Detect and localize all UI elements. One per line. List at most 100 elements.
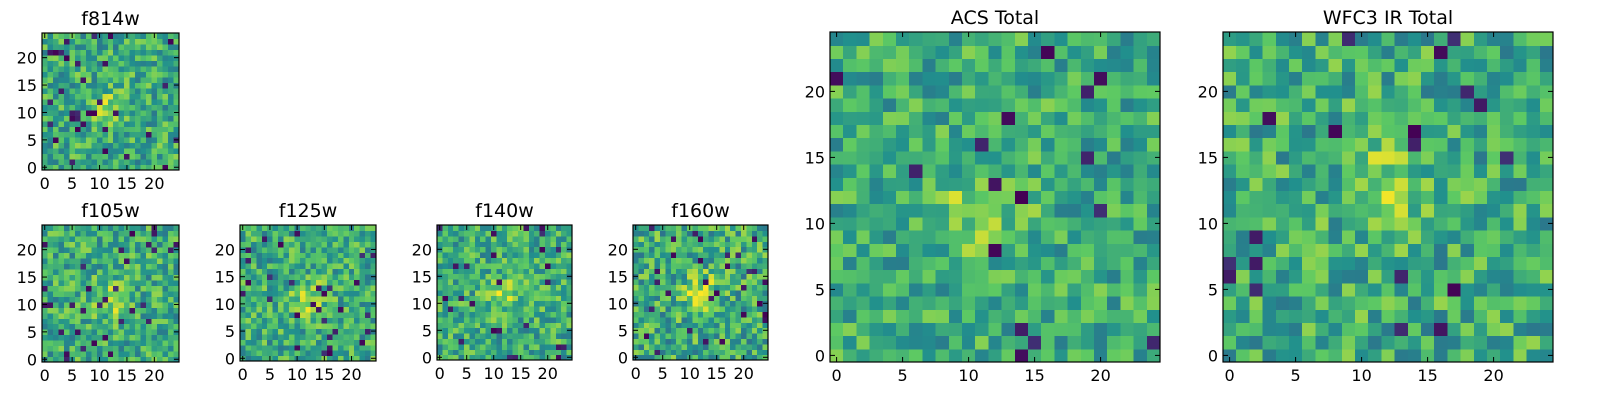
heatmap-cell	[140, 235, 147, 243]
heatmap-cell	[437, 262, 443, 269]
heatmap-cell	[91, 71, 98, 78]
heatmap-cell	[1094, 150, 1108, 165]
heatmap-cell	[256, 273, 263, 280]
heatmap-cell	[1107, 335, 1121, 350]
heatmap-cell	[518, 338, 524, 345]
heatmap-cell	[245, 241, 252, 248]
heatmap-cell	[85, 164, 92, 171]
heatmap-cell	[550, 322, 557, 329]
heatmap-cell	[458, 338, 465, 345]
heatmap-cell	[896, 256, 910, 271]
heatmap-cell	[703, 333, 710, 339]
heatmap-cell	[528, 268, 535, 275]
heatmap-cell	[102, 230, 109, 237]
heatmap-cell	[107, 356, 114, 363]
heatmap-cell	[245, 257, 252, 264]
heatmap-cell	[751, 311, 758, 318]
heatmap-cell	[250, 225, 257, 232]
heatmap-cell	[168, 323, 175, 330]
heatmap-cell	[162, 312, 169, 319]
heatmap-cell	[518, 295, 524, 302]
heatmap-cell	[1368, 150, 1382, 165]
heatmap-cell	[168, 76, 175, 83]
heatmap-cell	[102, 131, 109, 138]
heatmap-cell	[140, 323, 147, 330]
heatmap-cell	[1355, 230, 1369, 244]
heatmap-cell	[96, 87, 103, 94]
heatmap-cell	[1328, 256, 1343, 271]
heatmap-cell	[474, 262, 481, 269]
heatmap-cell	[909, 111, 923, 125]
heatmap-cell	[975, 203, 989, 218]
heatmap-cell	[676, 343, 683, 350]
heatmap-cell	[42, 279, 49, 286]
heatmap-cell	[261, 306, 268, 313]
heatmap-cell	[272, 339, 279, 346]
heatmap-cell	[173, 312, 180, 319]
heatmap-cell	[1487, 309, 1501, 323]
heatmap-cell	[719, 284, 726, 291]
heatmap-cell	[474, 241, 481, 248]
heatmap-cell	[643, 316, 650, 323]
heatmap-cell	[762, 279, 769, 285]
heatmap-cell	[91, 296, 98, 303]
heatmap-cell	[485, 268, 492, 275]
heatmap-cell	[1355, 282, 1369, 297]
heatmap-cell	[157, 241, 164, 248]
heatmap-cell	[670, 300, 677, 307]
heatmap-cell	[1526, 111, 1541, 125]
heatmap-cell	[922, 32, 937, 46]
heatmap-cell	[173, 345, 180, 352]
heatmap-cell	[1368, 348, 1382, 363]
heatmap-cell	[1120, 269, 1135, 284]
heatmap-cell	[107, 345, 114, 352]
heatmap-cell	[1107, 45, 1121, 59]
heatmap-cell	[643, 284, 650, 291]
heatmap-cell	[80, 104, 87, 111]
heatmap-cell	[354, 230, 361, 237]
heatmap-cell	[830, 190, 844, 205]
heatmap-cell	[534, 316, 541, 323]
heatmap-cell	[1539, 256, 1554, 271]
heatmap-cell	[47, 87, 54, 94]
heatmap-cell	[47, 268, 54, 275]
heatmap-cell	[882, 32, 897, 46]
heatmap-cell	[1001, 282, 1016, 297]
heatmap-cell	[310, 246, 317, 253]
heatmap-cell	[113, 279, 120, 286]
heatmap-cell	[437, 343, 443, 350]
heatmap-cell	[830, 177, 844, 191]
heatmap-cell	[708, 284, 715, 291]
heatmap-cell	[168, 164, 175, 171]
heatmap-cell	[935, 269, 950, 284]
heatmap-cell	[135, 60, 142, 67]
heatmap-cell	[660, 300, 666, 307]
heatmap-cell	[1080, 190, 1095, 205]
heatmap-cell	[714, 257, 720, 264]
heatmap-cell	[1539, 335, 1554, 350]
heatmap-cell	[261, 284, 268, 291]
heatmap-cell	[1067, 32, 1082, 46]
heatmap-cell	[1120, 137, 1135, 152]
heatmap-cell	[85, 340, 92, 347]
heatmap-cell	[1094, 190, 1108, 205]
heatmap-cell	[1500, 322, 1514, 337]
heatmap-cell	[692, 273, 699, 280]
heatmap-cell	[1107, 348, 1121, 363]
heatmap-cell	[843, 58, 857, 73]
heatmap-cell	[649, 284, 656, 291]
heatmap-cell	[458, 322, 465, 329]
heatmap-cell	[146, 307, 153, 314]
heatmap-cell	[91, 153, 98, 160]
heatmap-cell	[1473, 71, 1488, 86]
heatmap-cell	[670, 279, 677, 285]
heatmap-cell	[512, 268, 519, 275]
heatmap-cell	[746, 246, 753, 253]
heatmap-cell	[633, 262, 639, 269]
heatmap-cell	[42, 60, 49, 67]
heatmap-cell	[512, 295, 519, 302]
heatmap-cell	[52, 54, 60, 61]
heatmap-cell	[173, 285, 180, 292]
heatmap-cell	[1067, 230, 1082, 244]
heatmap-cell	[283, 322, 290, 329]
